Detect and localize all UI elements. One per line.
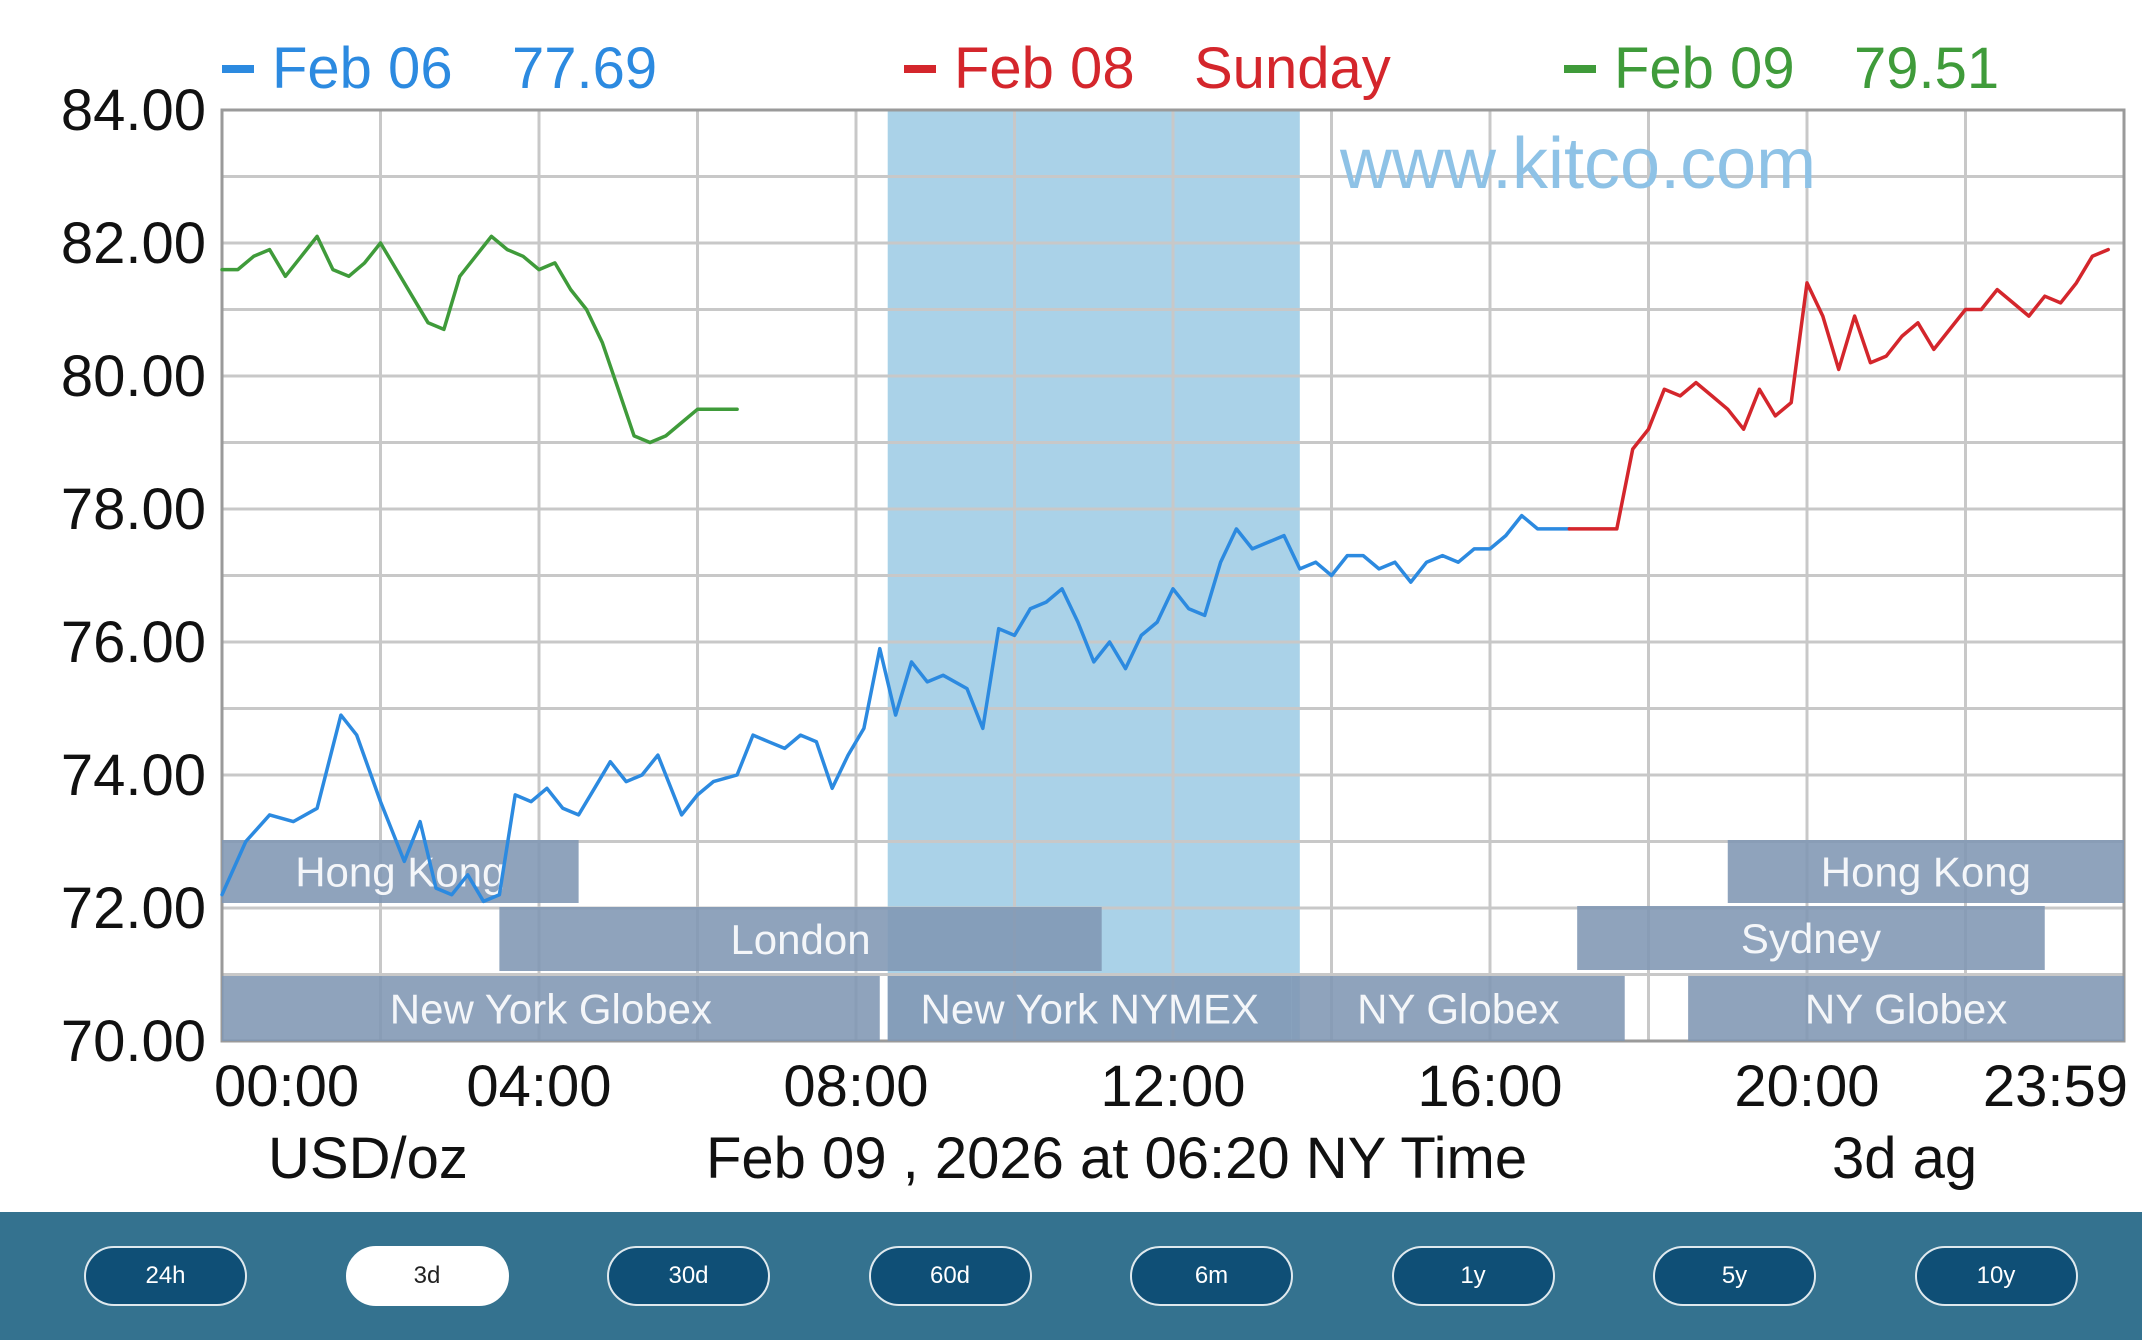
series-line-feb-08 — [1567, 247, 2110, 531]
y-tick-label: 74.00 — [61, 743, 206, 808]
range-button-24h[interactable]: 24h — [84, 1246, 247, 1306]
session-label: Sydney — [1741, 915, 1881, 962]
legend-swatch — [222, 65, 254, 73]
session-label: New York NYMEX — [921, 986, 1259, 1033]
legend-value: Sunday — [1194, 36, 1391, 101]
x-tick-label: 20:00 — [1734, 1054, 1879, 1119]
y-tick-label: 78.00 — [61, 477, 206, 542]
x-tick-label: 00:00 — [214, 1054, 359, 1119]
unit-label: USD/oz — [268, 1126, 468, 1191]
legend-value: 77.69 — [512, 36, 657, 101]
series-line-feb-09 — [220, 234, 739, 445]
session-box — [1291, 976, 1625, 1041]
session-label: London — [730, 916, 870, 963]
timestamp-label: Feb 09 , 2026 at 06:20 NY Time — [706, 1126, 1527, 1191]
session-box — [887, 976, 1292, 1041]
watermark-text: www.kitco.com — [1339, 124, 1816, 204]
x-tick-label: 12:00 — [1100, 1054, 1245, 1119]
legend-date: Feb 06 — [272, 36, 453, 101]
y-tick-label: 84.00 — [61, 78, 206, 143]
x-tick-label: 08:00 — [783, 1054, 928, 1119]
session-box — [222, 976, 880, 1041]
legend-date: Feb 08 — [954, 36, 1135, 101]
session-box — [499, 907, 1102, 971]
x-tick-label: 23:59 — [1983, 1054, 2128, 1119]
range-selector-bar: 24h 3d 30d 60d 6m 1y 5y 10y — [0, 1212, 2142, 1340]
legend-value: 79.51 — [1854, 36, 1999, 101]
session-box — [1577, 906, 2045, 970]
legend-date: Feb 09 — [1614, 36, 1795, 101]
y-tick-label: 80.00 — [61, 344, 206, 409]
range-button-30d[interactable]: 30d — [607, 1246, 770, 1306]
price-chart-svg: www.kitco.com Hong Kong Hong Kong London Syd… — [61, 36, 2128, 1191]
legend-swatch — [904, 65, 936, 73]
session-box — [1688, 976, 2124, 1041]
y-tick-label: 82.00 — [61, 211, 206, 276]
session-label: NY Globex — [1805, 986, 2007, 1033]
x-tick-label: 04:00 — [466, 1054, 611, 1119]
x-tick-label: 16:00 — [1417, 1054, 1562, 1119]
y-tick-label: 72.00 — [61, 876, 206, 941]
range-button-5y[interactable]: 5y — [1653, 1246, 1816, 1306]
series-line-feb-06 — [220, 513, 1572, 904]
session-label: New York Globex — [390, 986, 712, 1033]
y-tick-label: 76.00 — [61, 610, 206, 675]
range-button-3d[interactable]: 3d — [345, 1246, 509, 1306]
price-chart: www.kitco.com Hong Kong Hong Kong London Syd… — [61, 36, 2128, 1191]
range-button-1y[interactable]: 1y — [1391, 1246, 1555, 1306]
session-label: Hong Kong — [295, 849, 505, 896]
session-box — [1727, 840, 2124, 903]
period-label: 3d ag — [1832, 1126, 1977, 1191]
range-button-10y[interactable]: 10y — [1914, 1246, 2078, 1306]
range-button-60d[interactable]: 60d — [868, 1246, 1032, 1306]
session-label: Hong Kong — [1821, 849, 2031, 896]
range-button-6m[interactable]: 6m — [1130, 1246, 1293, 1306]
session-label: NY Globex — [1357, 986, 1559, 1033]
y-tick-label: 70.00 — [61, 1009, 206, 1074]
legend-swatch — [1564, 65, 1596, 73]
